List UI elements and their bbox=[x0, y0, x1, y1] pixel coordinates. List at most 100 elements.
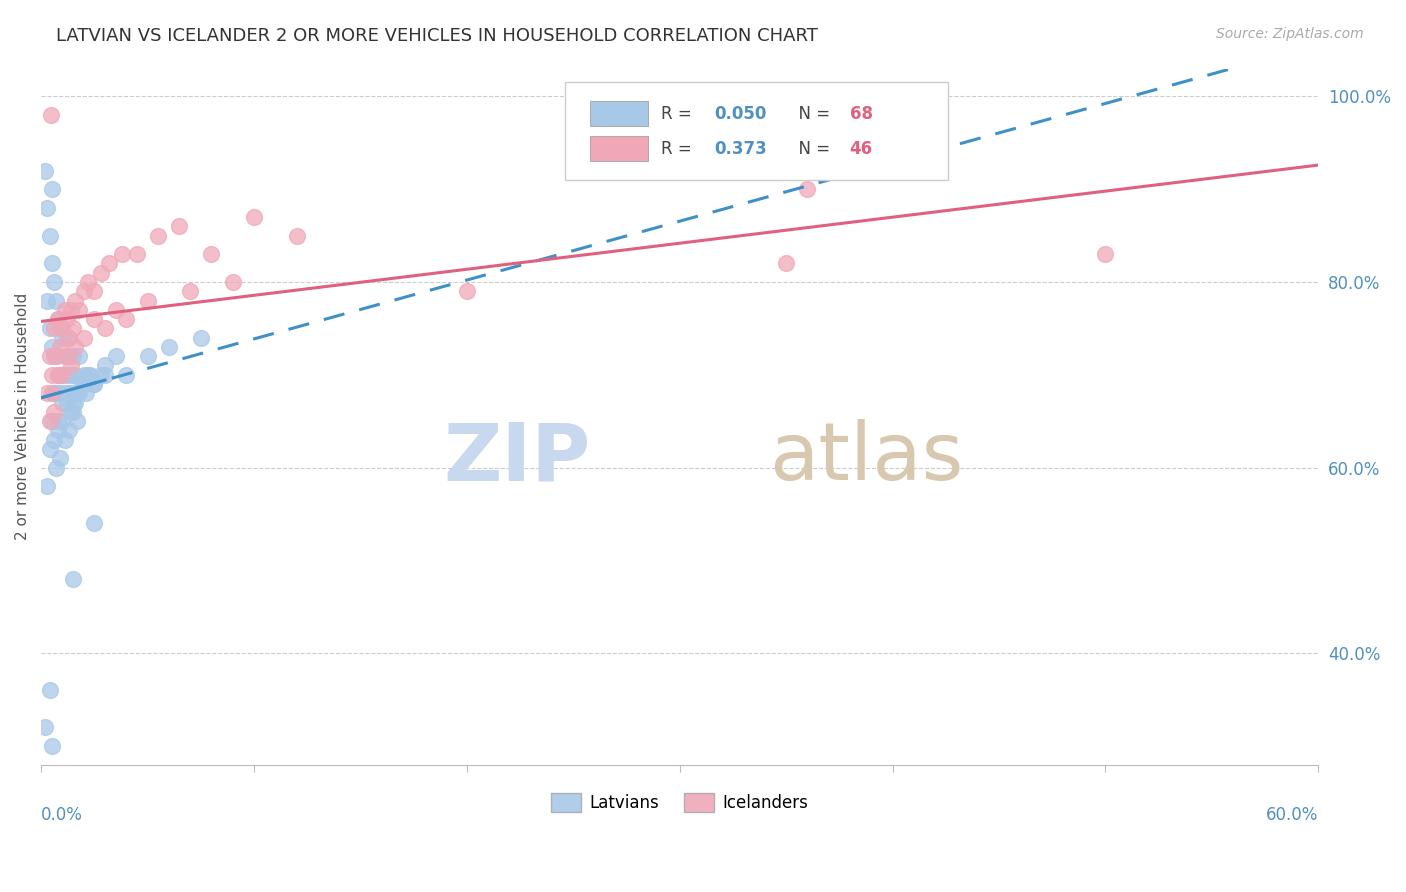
Point bbox=[104, 302, 127, 317]
Point bbox=[51, 395, 73, 409]
Text: ZIP: ZIP bbox=[443, 419, 591, 497]
Point bbox=[66, 414, 89, 428]
Point bbox=[221, 275, 243, 289]
Point bbox=[94, 321, 117, 335]
Point bbox=[73, 368, 96, 382]
Point bbox=[77, 275, 100, 289]
Point bbox=[46, 414, 69, 428]
Point bbox=[41, 414, 63, 428]
Point bbox=[83, 516, 105, 531]
Point bbox=[38, 683, 60, 698]
Point bbox=[775, 256, 797, 270]
Point bbox=[90, 266, 112, 280]
Point bbox=[148, 228, 170, 243]
Point bbox=[63, 293, 86, 308]
Point bbox=[37, 479, 59, 493]
Point bbox=[83, 377, 105, 392]
Point bbox=[34, 720, 56, 734]
Point bbox=[98, 256, 121, 270]
Point bbox=[46, 424, 69, 438]
Point bbox=[796, 182, 818, 196]
Point bbox=[42, 275, 65, 289]
Point bbox=[1094, 247, 1116, 261]
Point bbox=[37, 293, 59, 308]
Point bbox=[59, 405, 82, 419]
Point bbox=[45, 460, 67, 475]
Point bbox=[39, 108, 62, 122]
Point bbox=[41, 182, 63, 196]
Point bbox=[46, 312, 69, 326]
Text: 46: 46 bbox=[849, 139, 873, 158]
Point bbox=[51, 321, 73, 335]
Point bbox=[83, 312, 105, 326]
Point bbox=[53, 349, 76, 363]
Text: 0.0%: 0.0% bbox=[41, 806, 83, 824]
Point bbox=[49, 386, 72, 401]
Point bbox=[67, 302, 90, 317]
FancyBboxPatch shape bbox=[591, 136, 648, 161]
Point bbox=[115, 368, 138, 382]
Point bbox=[53, 302, 76, 317]
Point bbox=[243, 210, 266, 224]
Point bbox=[37, 201, 59, 215]
Point bbox=[41, 256, 63, 270]
Point bbox=[51, 368, 73, 382]
Text: 68: 68 bbox=[849, 104, 873, 123]
Text: 0.050: 0.050 bbox=[714, 104, 766, 123]
Point bbox=[45, 293, 67, 308]
Point bbox=[42, 433, 65, 447]
Point bbox=[115, 312, 138, 326]
Text: R =: R = bbox=[661, 104, 696, 123]
Point bbox=[169, 219, 191, 234]
Point bbox=[179, 285, 201, 299]
Point bbox=[42, 321, 65, 335]
Point bbox=[73, 331, 96, 345]
Text: R =: R = bbox=[661, 139, 696, 158]
Y-axis label: 2 or more Vehicles in Household: 2 or more Vehicles in Household bbox=[15, 293, 30, 541]
Point bbox=[94, 359, 117, 373]
Point bbox=[38, 414, 60, 428]
Point bbox=[49, 340, 72, 354]
Point bbox=[66, 386, 89, 401]
Point bbox=[45, 386, 67, 401]
Point bbox=[51, 414, 73, 428]
Point bbox=[75, 386, 97, 401]
Point bbox=[67, 349, 90, 363]
Point bbox=[73, 377, 96, 392]
Point bbox=[53, 386, 76, 401]
Point bbox=[104, 349, 127, 363]
Point bbox=[49, 368, 72, 382]
Text: LATVIAN VS ICELANDER 2 OR MORE VEHICLES IN HOUSEHOLD CORRELATION CHART: LATVIAN VS ICELANDER 2 OR MORE VEHICLES … bbox=[56, 27, 818, 45]
Point bbox=[190, 331, 212, 345]
Point bbox=[55, 395, 77, 409]
Text: atlas: atlas bbox=[769, 419, 963, 497]
Point bbox=[42, 349, 65, 363]
Point bbox=[49, 451, 72, 466]
Point bbox=[285, 228, 308, 243]
Point bbox=[46, 368, 69, 382]
Point bbox=[94, 368, 117, 382]
Point bbox=[59, 386, 82, 401]
Point bbox=[63, 368, 86, 382]
Text: N =: N = bbox=[789, 104, 835, 123]
Point bbox=[37, 386, 59, 401]
Point bbox=[34, 163, 56, 178]
Legend: Latvians, Icelanders: Latvians, Icelanders bbox=[544, 786, 815, 819]
Point bbox=[45, 349, 67, 363]
Point bbox=[90, 368, 112, 382]
Point bbox=[55, 349, 77, 363]
Point bbox=[58, 386, 80, 401]
Point bbox=[79, 368, 101, 382]
Point bbox=[59, 359, 82, 373]
Point bbox=[136, 293, 159, 308]
Point bbox=[38, 349, 60, 363]
Point bbox=[38, 442, 60, 456]
Point bbox=[58, 349, 80, 363]
Point bbox=[46, 368, 69, 382]
Point bbox=[67, 386, 90, 401]
Point bbox=[59, 368, 82, 382]
Point bbox=[49, 321, 72, 335]
Point bbox=[42, 405, 65, 419]
Point bbox=[55, 368, 77, 382]
Point bbox=[83, 377, 105, 392]
